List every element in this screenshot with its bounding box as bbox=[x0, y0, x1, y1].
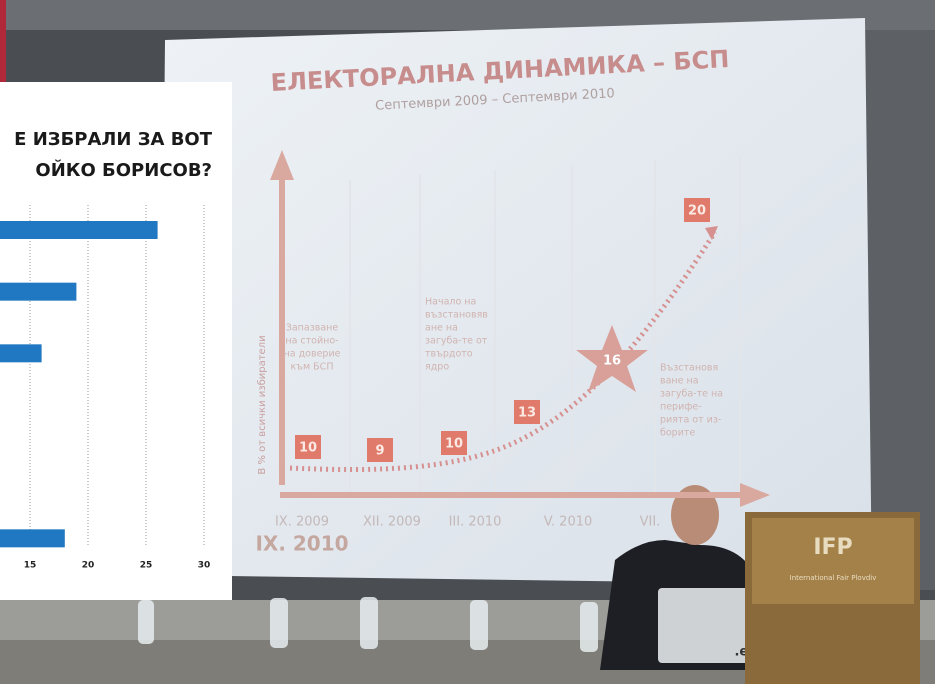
value-label: 13 bbox=[518, 406, 536, 421]
slide-annotation: възстановяв bbox=[425, 310, 488, 321]
projection-screen bbox=[160, 18, 872, 585]
value-box bbox=[367, 438, 393, 462]
podium-logo: IFP bbox=[813, 535, 852, 560]
column-separators bbox=[349, 155, 741, 492]
inset-background bbox=[0, 82, 232, 600]
bar bbox=[0, 344, 42, 363]
period-label: XII. 2009 bbox=[363, 515, 421, 530]
slide-annotation: загуба-те на bbox=[660, 389, 723, 400]
x-tick-label: 20 bbox=[82, 561, 95, 571]
slide-annotation: Запазване bbox=[286, 323, 339, 334]
speaker-head bbox=[671, 485, 719, 545]
slide-annotation: загуба-те от bbox=[425, 336, 488, 347]
bar bbox=[0, 529, 65, 548]
x-tick-label: 30 bbox=[198, 561, 211, 571]
value-label: 10 bbox=[299, 441, 317, 456]
slide-annotation: перифе- bbox=[660, 402, 702, 413]
slide-annotation: ане на bbox=[425, 323, 458, 334]
bar bbox=[0, 221, 158, 239]
period-label: V. 2010 bbox=[544, 515, 593, 530]
value-box bbox=[295, 435, 321, 459]
value-label: 9 bbox=[375, 444, 384, 459]
period-label: IX. 2009 bbox=[275, 515, 329, 530]
value-label: 16 bbox=[603, 354, 621, 369]
bar bbox=[0, 282, 77, 301]
x-tick-label: 25 bbox=[140, 561, 153, 571]
value-label: 10 bbox=[445, 437, 463, 452]
slide-annotation: Възстановя bbox=[660, 363, 718, 374]
trend-arrow bbox=[705, 226, 718, 240]
slide-annotation: на стойно- bbox=[285, 336, 338, 347]
inset-title: Е ИЗБРАЛИ ЗА ВОТ bbox=[14, 129, 213, 150]
side-wall bbox=[860, 30, 935, 590]
inset-title: ОЙКО БОРИСОВ? bbox=[35, 159, 212, 181]
value-label: 20 bbox=[688, 204, 706, 219]
value-box bbox=[441, 431, 467, 455]
slide-annotation: на доверие bbox=[284, 349, 341, 360]
slide-x-arrow bbox=[740, 483, 770, 507]
slide-y-arrow bbox=[270, 150, 294, 180]
value-box bbox=[684, 198, 710, 222]
slide-annotation: ядро bbox=[425, 362, 449, 373]
slide-annotation: ване на bbox=[660, 376, 699, 387]
x-tick-label: 15 bbox=[24, 561, 37, 571]
slide-annotation: към БСП bbox=[291, 362, 334, 373]
laptop bbox=[658, 588, 768, 663]
podium-panel bbox=[752, 518, 914, 604]
inset-chart: Е ИЗБРАЛИ ЗА ВОТ ОЙКО БОРИСОВ? 15 20 25 30 bbox=[0, 82, 232, 600]
slide-annotation: твърдото bbox=[425, 349, 473, 360]
slide-y-label: В % от всички избиратели bbox=[257, 335, 268, 474]
value-box bbox=[514, 400, 540, 424]
slide-annotation: борите bbox=[660, 428, 695, 439]
podium-caption: International Fair Plovdiv bbox=[790, 574, 877, 582]
slide-star bbox=[576, 325, 648, 392]
trend-curve bbox=[289, 230, 718, 473]
slide-annotation: Начало на bbox=[425, 297, 476, 308]
period-label: VII. bbox=[640, 515, 661, 530]
period-label: III. 2010 bbox=[449, 515, 502, 530]
bottles bbox=[138, 597, 598, 652]
slide-annotation: рията от из- bbox=[660, 415, 721, 426]
period-note: IX. 2010 bbox=[255, 532, 348, 556]
